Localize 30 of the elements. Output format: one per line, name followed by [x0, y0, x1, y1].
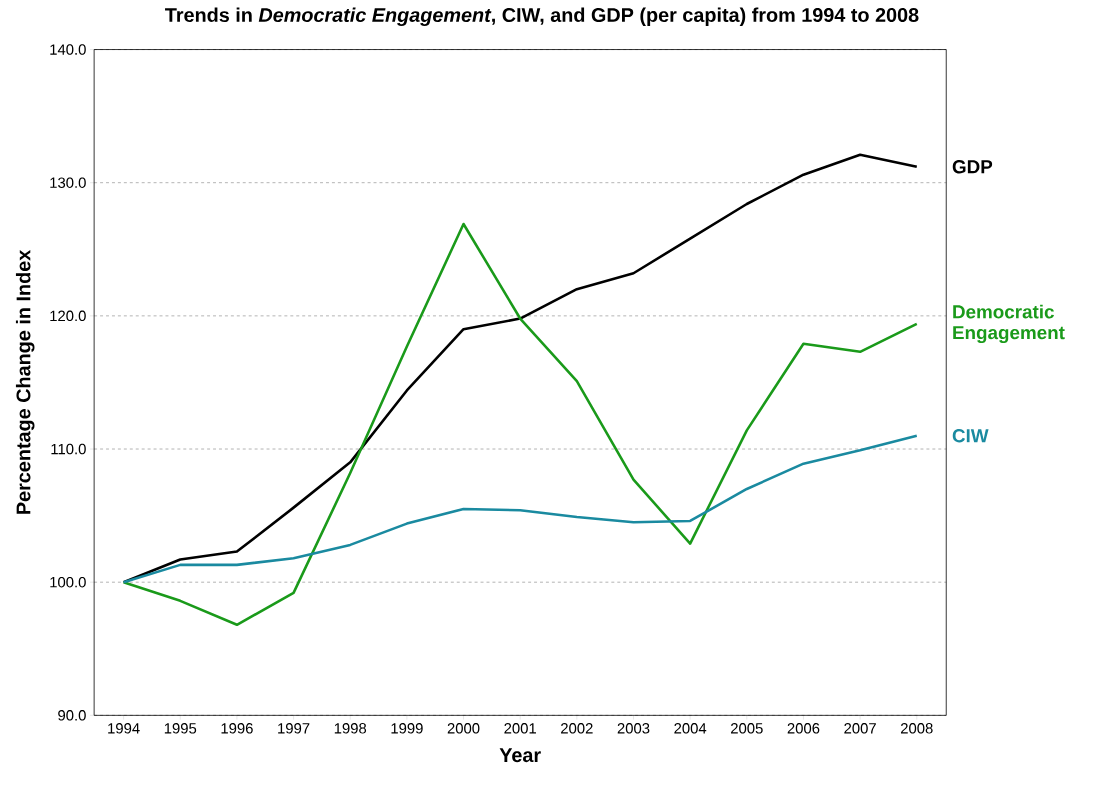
line-series	[122, 153, 919, 584]
x-tick-label: 2007	[844, 723, 876, 734]
chart-title: Trends in Democratic Engagement, CIW, and GDP (per capita) from 1994 to 2008	[165, 7, 919, 27]
x-tick-label: 2002	[561, 723, 593, 734]
y-axis-title: Percentage Change in Index	[15, 250, 35, 514]
y-tick-label: 120.0	[50, 310, 86, 322]
line-series	[122, 222, 919, 627]
x-tick-label: 1994	[108, 723, 140, 734]
series-label: GDP	[952, 160, 993, 174]
x-tick-label: 1999	[391, 723, 423, 734]
y-tick-label: 130.0	[50, 177, 86, 189]
y-tick-label: 100.0	[50, 577, 86, 588]
x-tick-label: 1997	[278, 723, 310, 734]
x-tick-label: 1995	[164, 723, 197, 734]
x-tick-label: 2005	[731, 723, 763, 734]
x-tick-label: 2001	[504, 723, 536, 734]
x-tick-label: 2004	[674, 723, 707, 734]
series-label: Democratic Engagement	[953, 304, 1065, 344]
series-label: CIW	[952, 429, 989, 443]
x-tick-label: 1996	[221, 723, 253, 734]
x-tick-label: 2008	[900, 723, 933, 734]
y-tick-label: 90.0	[58, 710, 86, 721]
x-tick-label: 1998	[334, 723, 367, 734]
x-tick-label: 2000	[447, 723, 480, 734]
y-tick-label: 110.0	[51, 443, 86, 455]
x-axis-title: Year	[499, 748, 541, 763]
y-tick-label: 140.0	[50, 44, 86, 55]
line-series	[122, 434, 919, 584]
x-tick-label: 2003	[617, 723, 650, 734]
x-tick-label: 2006	[787, 723, 820, 734]
